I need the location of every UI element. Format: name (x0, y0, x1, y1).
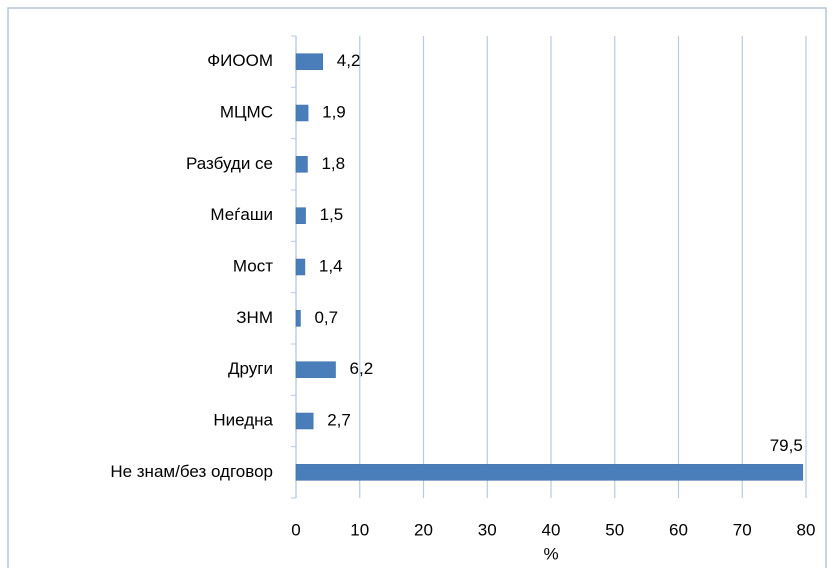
bar (295, 53, 324, 70)
y-tick-label: Мост (233, 256, 273, 275)
y-tick-label: Други (228, 359, 273, 378)
data-label: 2,7 (327, 410, 351, 429)
bar (295, 310, 301, 327)
bar (295, 361, 336, 378)
chart-border (7, 7, 827, 568)
bar (295, 104, 309, 122)
data-label: 4,2 (337, 51, 361, 70)
data-label: 1,5 (320, 205, 344, 224)
y-tick-label: Не знам/без одговор (110, 462, 273, 481)
data-label: 0,7 (314, 308, 338, 327)
data-label: 79,5 (770, 436, 803, 455)
x-tick-label: 40 (542, 520, 561, 539)
bar (295, 156, 308, 173)
bar (295, 207, 306, 224)
bar (295, 258, 306, 276)
data-label: 1,4 (319, 256, 343, 275)
y-tick-label: МЦМС (220, 102, 273, 121)
data-label: 1,9 (322, 102, 346, 121)
y-tick-label: Меѓаши (210, 205, 273, 224)
data-label: 1,8 (321, 154, 345, 173)
data-label: 6,2 (350, 359, 374, 378)
x-axis-label: % (543, 544, 558, 563)
x-tick-label: 20 (414, 520, 433, 539)
y-tick-label: ФИООМ (207, 51, 273, 70)
x-tick-label: 0 (291, 520, 300, 539)
bar (295, 464, 804, 481)
bar (295, 412, 314, 430)
y-tick-label: Ниедна (213, 410, 273, 429)
x-tick-label: 50 (605, 520, 624, 539)
x-tick-label: 80 (797, 520, 816, 539)
x-tick-label: 70 (733, 520, 752, 539)
y-tick-label: ЗНМ (236, 308, 273, 327)
x-tick-label: 60 (669, 520, 688, 539)
x-tick-label: 10 (350, 520, 369, 539)
y-tick-label: Разбуди се (186, 154, 273, 173)
x-tick-label: 30 (478, 520, 497, 539)
